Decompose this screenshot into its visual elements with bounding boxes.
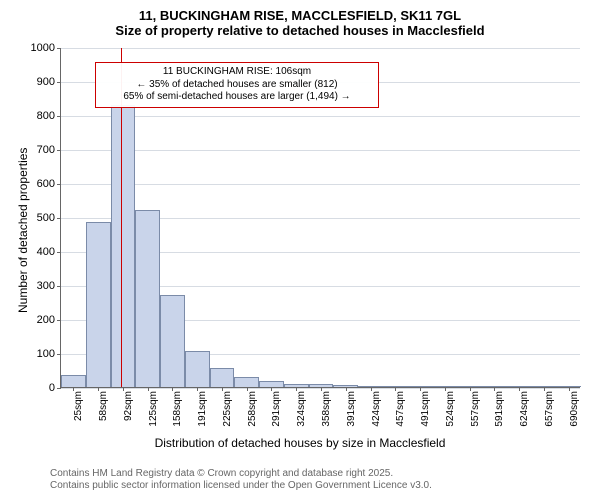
x-tick-label: 358sqm: [321, 391, 332, 427]
x-tick-label: 491sqm: [420, 391, 431, 427]
x-tick-label: 125sqm: [148, 391, 159, 427]
x-tick-label: 191sqm: [197, 391, 208, 427]
x-tick-label: 324sqm: [296, 391, 307, 427]
histogram-bar: [61, 375, 86, 387]
x-tick-label: 690sqm: [569, 391, 580, 427]
x-tick-label: 391sqm: [346, 391, 357, 427]
histogram-bar: [210, 368, 235, 387]
x-tick-label: 424sqm: [371, 391, 382, 427]
annotation-line-1: 11 BUCKINGHAM RISE: 106sqm: [102, 66, 372, 79]
gridline: [61, 150, 580, 151]
footer-attribution: Contains HM Land Registry data © Crown c…: [0, 468, 600, 492]
histogram-bar: [135, 210, 160, 387]
x-tick-label: 557sqm: [470, 391, 481, 427]
histogram-bar: [86, 222, 111, 387]
annotation-line-2: ← 35% of detached houses are smaller (81…: [102, 79, 372, 92]
y-tick-label: 100: [37, 348, 55, 360]
x-tick-label: 624sqm: [519, 391, 530, 427]
x-tick-label: 457sqm: [395, 391, 406, 427]
x-tick-label: 524sqm: [445, 391, 456, 427]
y-tick-label: 200: [37, 314, 55, 326]
footer-line-2: Contains public sector information licen…: [50, 480, 600, 492]
y-tick-label: 400: [37, 246, 55, 258]
histogram-bar: [234, 377, 259, 387]
footer-line-1: Contains HM Land Registry data © Crown c…: [50, 468, 600, 480]
histogram-bar: [111, 105, 136, 387]
gridline: [61, 48, 580, 49]
plot-area: 0100200300400500600700800900100025sqm58s…: [60, 48, 580, 388]
y-tick-label: 500: [37, 212, 55, 224]
y-tick-label: 0: [49, 382, 55, 394]
y-tick-label: 600: [37, 178, 55, 190]
x-tick-label: 657sqm: [544, 391, 555, 427]
x-tick-label: 158sqm: [172, 391, 183, 427]
histogram-bar: [185, 351, 210, 387]
gridline: [61, 184, 580, 185]
y-tick-label: 900: [37, 76, 55, 88]
y-tick-label: 1000: [31, 42, 55, 54]
histogram-bar: [160, 295, 185, 387]
chart-title-sub: Size of property relative to detached ho…: [0, 23, 600, 42]
gridline: [61, 116, 580, 117]
x-tick-label: 25sqm: [73, 391, 84, 421]
x-tick-label: 258sqm: [247, 391, 258, 427]
x-tick-label: 591sqm: [494, 391, 505, 427]
x-tick-label: 225sqm: [222, 391, 233, 427]
annotation-box: 11 BUCKINGHAM RISE: 106sqm← 35% of detac…: [95, 62, 379, 108]
y-tick-label: 800: [37, 110, 55, 122]
x-tick-label: 92sqm: [123, 391, 134, 421]
x-tick-label: 291sqm: [271, 391, 282, 427]
x-axis-label: Distribution of detached houses by size …: [0, 436, 600, 450]
y-axis-label: Number of detached properties: [16, 148, 30, 313]
y-tick-label: 300: [37, 280, 55, 292]
annotation-line-3: 65% of semi-detached houses are larger (…: [102, 91, 372, 104]
x-tick-label: 58sqm: [98, 391, 109, 421]
chart-container: 11, BUCKINGHAM RISE, MACCLESFIELD, SK11 …: [0, 0, 600, 500]
chart-title-main: 11, BUCKINGHAM RISE, MACCLESFIELD, SK11 …: [0, 0, 600, 23]
y-tick-label: 700: [37, 144, 55, 156]
